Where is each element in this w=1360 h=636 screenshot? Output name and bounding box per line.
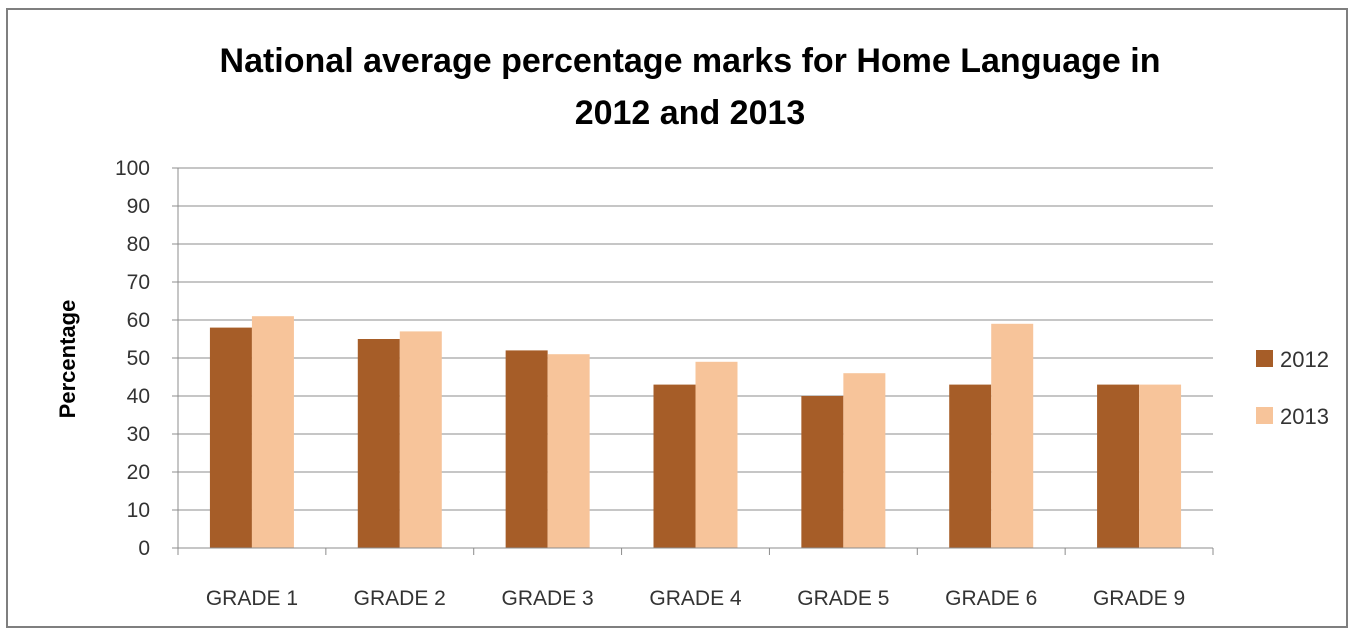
bar-2013-grade-3: [547, 354, 590, 548]
x-category-label: GRADE 4: [649, 587, 742, 610]
x-category-label: GRADE 3: [502, 587, 594, 610]
legend-label-2012: 2012: [1280, 347, 1329, 372]
x-category-label: GRADE 1: [206, 587, 298, 610]
y-tick-label-100: 100: [115, 157, 150, 180]
legend-swatch-2012: [1256, 350, 1273, 367]
x-category-label: GRADE 6: [945, 587, 1037, 610]
x-category-label: GRADE 5: [797, 587, 889, 610]
bar-2013-grade-2: [399, 331, 442, 548]
bar-2013-grade-1: [251, 316, 294, 548]
bar-2013-grade-4: [695, 361, 738, 548]
bar-2013-grade-9: [1139, 384, 1182, 548]
bar-2012-grade-5: [801, 396, 844, 548]
y-tick-label-20: 20: [127, 461, 150, 484]
x-category-label: GRADE 2: [354, 587, 446, 610]
y-tick-label-0: 0: [138, 537, 150, 560]
bar-2012-grade-2: [357, 339, 400, 548]
y-tick-label-80: 80: [127, 233, 150, 256]
y-tick-label-30: 30: [127, 423, 150, 446]
legend-label-2013: 2013: [1280, 404, 1329, 429]
y-tick-label-90: 90: [127, 195, 150, 218]
bar-2012-grade-3: [505, 350, 548, 548]
legend-swatch-2013: [1256, 407, 1273, 424]
x-axis-categories: GRADE 1 GRADE 2 GRADE 3 GRADE 4 GRADE 5 GRADE…: [206, 587, 1185, 610]
y-tick-label-10: 10: [127, 499, 150, 522]
y-axis-ticks: 0 10 20 30 40 50 60 70 80 90 100: [115, 157, 178, 560]
bar-2012-grade-9: [1097, 384, 1140, 548]
chart-title-line-2: 2012 and 2013: [575, 94, 806, 132]
bars: [209, 316, 1182, 548]
bar-2012-grade-1: [209, 327, 252, 548]
x-category-label: GRADE 9: [1093, 587, 1185, 610]
y-tick-label-70: 70: [127, 271, 150, 294]
bar-2012-grade-6: [949, 384, 992, 548]
y-axis-label: Percentage: [55, 300, 80, 419]
y-tick-label-40: 40: [127, 385, 150, 408]
legend: 2012 2013: [1256, 347, 1329, 429]
chart-title-line-1: National average percentage marks for Ho…: [220, 42, 1161, 80]
y-tick-label-50: 50: [127, 347, 150, 370]
bar-2013-grade-6: [991, 323, 1034, 548]
gridlines: [178, 167, 1213, 511]
bar-2012-grade-4: [653, 384, 696, 548]
bar-2013-grade-5: [843, 373, 886, 548]
y-tick-label-60: 60: [127, 309, 150, 332]
x-axis: [177, 168, 1214, 555]
